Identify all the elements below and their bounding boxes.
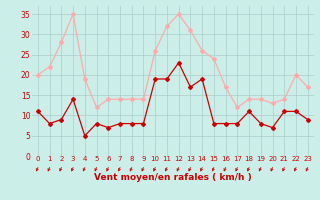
X-axis label: Vent moyen/en rafales ( km/h ): Vent moyen/en rafales ( km/h ) <box>94 173 252 182</box>
